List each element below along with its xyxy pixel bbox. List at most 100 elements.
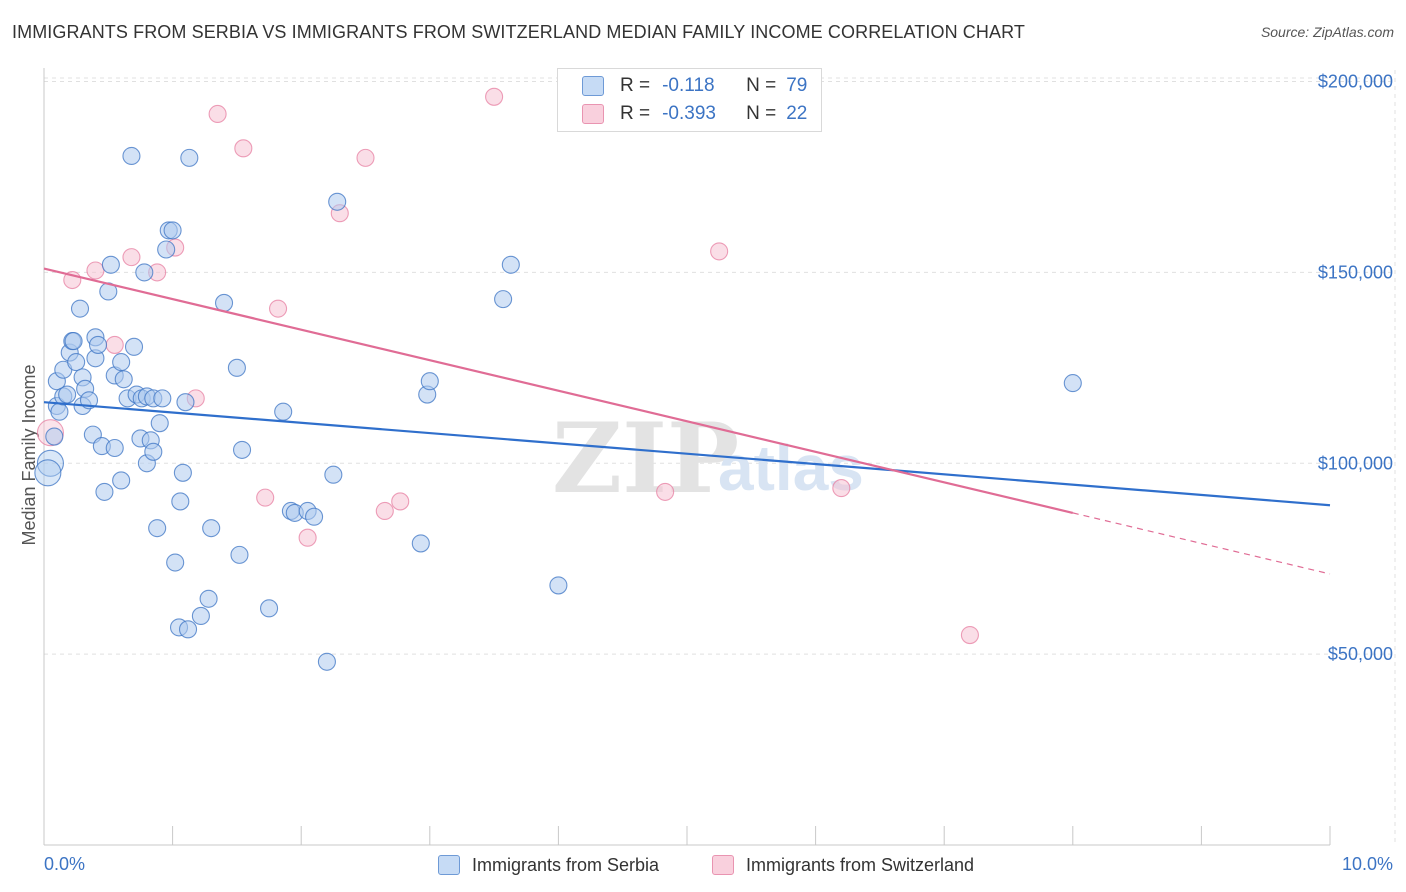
serbia-point <box>274 402 293 421</box>
y-tick-label: $100,000 <box>1318 453 1393 473</box>
serbia-point <box>191 606 210 626</box>
watermark: ZIP atlas <box>552 402 864 515</box>
serbia-point <box>420 372 439 391</box>
switzerland-point <box>208 104 227 124</box>
legend-n-value: 79 <box>786 75 808 96</box>
serbia-point <box>150 414 169 433</box>
x-tick-label: 10.0% <box>1342 854 1393 874</box>
serbia-swatch <box>582 76 604 96</box>
serbia-point <box>501 255 520 274</box>
serbia-point <box>230 545 249 564</box>
serbia-point <box>202 519 221 538</box>
serbia-point <box>124 337 144 356</box>
serbia-point <box>122 146 141 166</box>
switzerland-legend-swatch <box>712 855 734 875</box>
serbia-point <box>163 221 182 240</box>
series-legend-serbia: Immigrants from Serbia <box>438 852 659 878</box>
serbia-point <box>45 427 64 446</box>
serbia-point <box>58 385 77 404</box>
legend-r-label: R = <box>620 103 651 124</box>
serbia-point <box>88 335 108 354</box>
serbia-point <box>112 353 131 372</box>
switzerland-trend-line <box>43 267 1074 514</box>
switzerland-point <box>710 242 729 261</box>
switzerland-point <box>485 87 504 106</box>
serbia-point <box>176 393 195 412</box>
serbia-point <box>50 402 69 421</box>
serbia-point <box>157 240 176 259</box>
legend-r-label: R = <box>620 75 651 96</box>
serbia-point <box>232 440 252 459</box>
switzerland-point <box>391 492 410 511</box>
serbia-point <box>135 263 154 282</box>
serbia-point <box>67 353 86 372</box>
switzerland-point <box>256 488 275 507</box>
trend-lines <box>43 267 1331 575</box>
serbia-point <box>305 507 324 526</box>
serbia-point <box>153 389 172 408</box>
serbia-point <box>112 471 131 490</box>
serbia-legend-swatch <box>438 855 460 875</box>
legend-n-label: N = <box>746 75 777 96</box>
data-points <box>34 87 1082 671</box>
serbia-point <box>148 519 167 538</box>
serbia-point <box>1063 374 1082 393</box>
serbia-point <box>173 463 192 482</box>
serbia-point <box>549 576 568 595</box>
switzerland-swatch <box>582 104 604 124</box>
serbia-point <box>180 148 199 167</box>
serbia-point <box>64 332 83 351</box>
watermark-zip: ZIP <box>552 402 739 515</box>
y-tick-label: $200,000 <box>1318 72 1393 92</box>
serbia-point <box>178 620 198 639</box>
serbia-point <box>114 370 133 389</box>
legend-row-switzerland: R = -0.393 N = 22 <box>582 101 807 127</box>
legend-row-serbia: R = -0.118 N = 79 <box>582 73 807 99</box>
switzerland-trend-extension <box>1072 512 1331 575</box>
axes <box>43 68 1331 846</box>
serbia-point <box>494 290 513 309</box>
serbia-point <box>166 553 185 572</box>
serbia-point <box>227 358 246 377</box>
y-tick-label: $150,000 <box>1318 262 1393 282</box>
y-tick-label: $50,000 <box>1328 644 1393 664</box>
serbia-point <box>105 438 124 458</box>
chart-source: Source: ZipAtlas.com <box>1260 24 1394 40</box>
switzerland-point <box>375 501 394 521</box>
serbia-point <box>317 652 336 671</box>
switzerland-point <box>269 299 288 318</box>
serbia-point <box>324 465 343 484</box>
y-tick-labels: $200,000 $150,000 $100,000 $50,000 <box>1318 72 1393 665</box>
serbia-legend-label: Immigrants from Serbia <box>472 854 660 875</box>
x-tick-labels: 0.0% 10.0% <box>44 854 1393 874</box>
serbia-point <box>259 599 279 618</box>
serbia-point <box>101 255 120 274</box>
serbia-point <box>36 449 64 477</box>
switzerland-point <box>122 248 141 267</box>
serbia-point <box>144 442 163 461</box>
switzerland-legend-label: Immigrants from Switzerland <box>746 854 975 875</box>
chart-title: IMMIGRANTS FROM SERBIA VS IMMIGRANTS FRO… <box>12 22 1025 42</box>
switzerland-point <box>234 139 253 158</box>
legend-r-value: -0.118 <box>662 75 715 96</box>
legend-r-value: -0.393 <box>662 103 716 124</box>
switzerland-point <box>298 528 317 547</box>
switzerland-point <box>356 148 375 167</box>
serbia-point <box>328 192 347 211</box>
legend-n-value: 22 <box>786 103 808 124</box>
switzerland-point <box>656 482 675 501</box>
stats-legend: R = -0.118 N = 79 R = -0.393 N = 22 <box>557 68 822 132</box>
serbia-point <box>171 492 190 511</box>
switzerland-point <box>832 479 851 498</box>
switzerland-point <box>105 335 124 354</box>
serbia-point <box>70 299 90 318</box>
switzerland-point <box>960 625 979 645</box>
series-legend-switzerland: Immigrants from Switzerland <box>712 852 974 878</box>
y-axis-label: Median Family Income <box>19 364 39 545</box>
legend-n-label: N = <box>746 103 777 124</box>
serbia-point <box>411 534 430 553</box>
serbia-point <box>95 482 114 501</box>
serbia-point <box>34 459 62 487</box>
serbia-trend-line <box>43 401 1331 507</box>
